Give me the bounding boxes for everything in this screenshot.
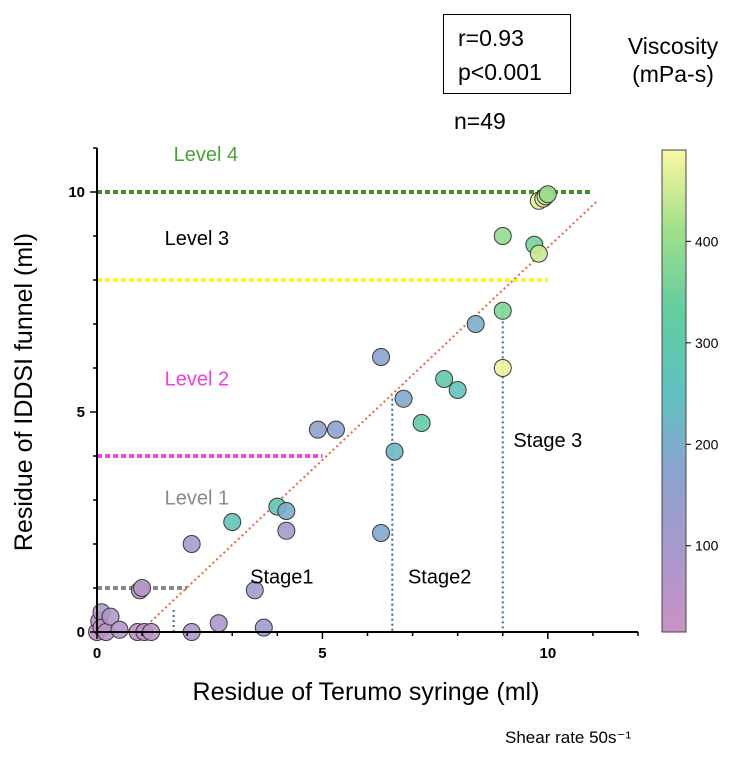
data-point-6 [101,607,120,626]
data-point-13 [182,535,201,553]
y-tick-label: 10 [68,184,85,201]
data-point-27 [394,389,413,408]
colorbar-title-line2: (mPa-s) [632,61,714,87]
data-point-32 [493,301,512,320]
data-point-15 [209,614,228,633]
x-axis-label: Residue of Terumo syringe (ml) [193,678,540,706]
data-point-23 [326,420,345,439]
data-point-25 [372,524,391,542]
colorbar-tick-label: 100 [695,538,719,554]
data-point-21 [277,521,296,540]
stats-box: r=0.93 p<0.001 [443,14,571,94]
y-tick-label: 0 [77,624,85,641]
x-tick-label: 10 [539,645,556,662]
x-tick-label: 5 [318,645,326,662]
colorbar [661,149,687,633]
level-label-3: Level 3 [165,228,230,250]
x-tick-label: 0 [93,645,101,662]
level-label-2: Level 2 [165,369,230,391]
data-point-33 [493,227,512,245]
data-point-16 [223,513,242,531]
level-label-4: Level 4 [174,144,239,166]
y-axis-label: Residue of IDDSI funnel (ml) [10,233,38,551]
shear-rate-note: Shear rate 50s⁻¹ [505,728,632,747]
data-point-24 [372,348,391,366]
data-point-7 [110,620,129,639]
level-label-1: Level 1 [165,487,230,509]
data-point-18 [254,618,273,637]
stage-label-3: Stage 3 [513,430,582,452]
regression-line [139,200,599,633]
data-point-28 [412,414,431,432]
sample-size: n=49 [454,108,506,134]
data-point-10 [133,579,152,597]
data-point-20 [277,502,296,520]
colorbar-title-line1: Viscosity [627,33,719,59]
stage-label-2: Stage2 [408,567,471,589]
p-value: p<0.001 [458,59,542,85]
data-point-26 [385,442,404,461]
colorbar-tick-label: 200 [695,436,719,452]
colorbar-title: Viscosity (mPa-s) [610,32,736,88]
data-point-30 [448,381,467,399]
stage-label-1: Stage1 [250,567,313,589]
r-value: r=0.93 [458,25,524,51]
data-point-29 [435,370,454,388]
data-point-31 [466,315,485,333]
data-point-40 [538,185,557,204]
data-point-22 [308,420,327,439]
colorbar-tick-label: 300 [695,335,719,351]
colorbar-tick-label: 400 [695,233,719,249]
data-point-17 [245,581,264,600]
data-point-36 [529,244,548,263]
data-point-34 [493,359,512,377]
y-tick-label: 5 [77,404,85,421]
